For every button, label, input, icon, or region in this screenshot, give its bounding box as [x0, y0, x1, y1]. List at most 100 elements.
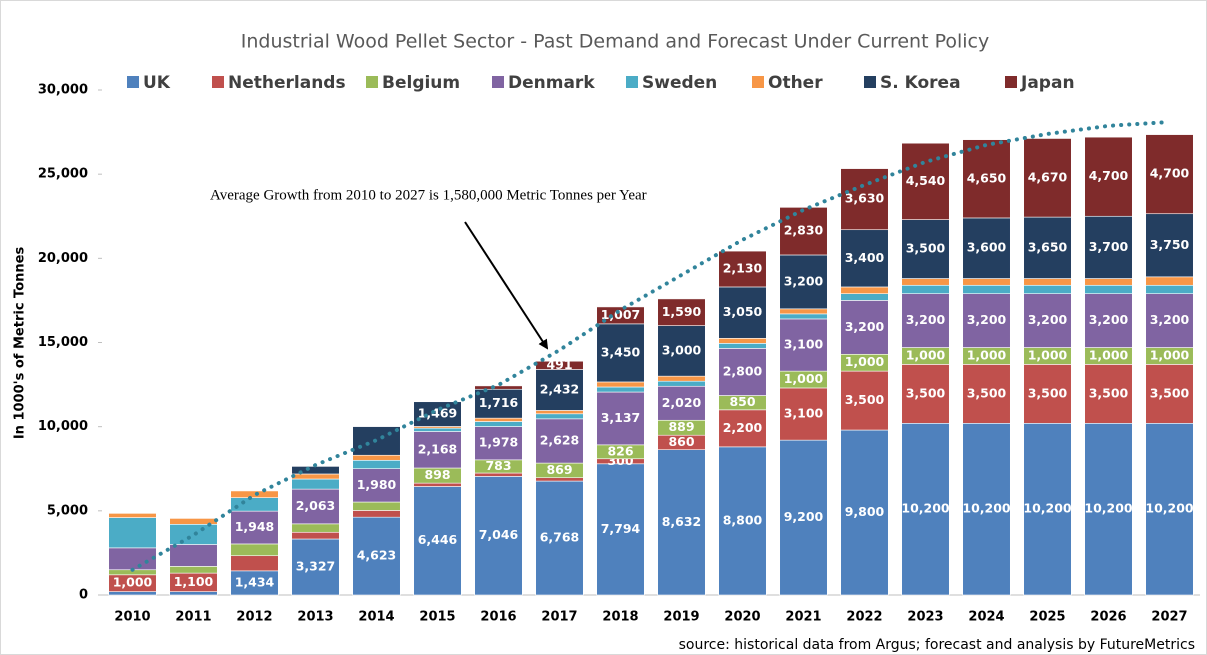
data-label: 4,650	[967, 170, 1007, 185]
bar-segment	[1145, 284, 1194, 294]
data-label: 3,750	[1150, 237, 1190, 252]
data-label: 3,100	[784, 337, 824, 352]
data-label: 3,650	[1028, 239, 1068, 254]
legend-swatch	[1005, 76, 1017, 88]
x-tick-label: 2021	[785, 610, 821, 625]
data-label: 7,794	[601, 521, 641, 536]
legend-swatch	[626, 76, 638, 88]
bar-segment	[291, 488, 340, 525]
data-label: 3,600	[967, 240, 1007, 255]
bar-segment	[901, 219, 950, 279]
data-label: 2,063	[296, 498, 336, 513]
bar-segment	[1023, 422, 1072, 596]
data-label: 3,500	[906, 385, 946, 400]
bar-segment	[1023, 293, 1072, 348]
bar-segment	[1145, 134, 1194, 215]
data-label: 3,050	[723, 304, 763, 319]
bar-segment	[596, 381, 645, 388]
bar-segment	[718, 348, 767, 396]
bar-segment	[718, 337, 767, 344]
bar-segment	[718, 343, 767, 349]
bar-segment	[1084, 422, 1133, 596]
legend-label: Netherlands	[228, 73, 346, 93]
bar-segment	[535, 480, 584, 596]
bar-segment	[901, 278, 950, 286]
data-label: 2,800	[723, 363, 763, 378]
bar-segment	[535, 418, 584, 464]
bar-segment	[474, 421, 523, 427]
x-tick-label: 2020	[724, 610, 760, 625]
data-label: 2,020	[662, 395, 702, 410]
bar-segment	[230, 555, 279, 572]
bar-segment	[169, 544, 218, 567]
bar-segment	[840, 229, 889, 288]
bar-segment	[779, 254, 828, 310]
data-label: 7,046	[479, 527, 519, 542]
bar-segment	[352, 459, 401, 469]
bar-segment	[657, 298, 706, 326]
bar-segment	[291, 538, 340, 596]
bar-segment	[291, 531, 340, 540]
x-tick-label: 2012	[236, 610, 272, 625]
legend-label: S. Korea	[880, 73, 961, 93]
data-label: 6,446	[418, 532, 458, 547]
y-tick-label: 30,000	[38, 83, 88, 98]
data-label: 1,434	[235, 574, 275, 589]
data-label: 3,500	[967, 385, 1007, 400]
data-label: 2,130	[723, 261, 763, 276]
bar-segment	[840, 293, 889, 301]
data-label: 10,200	[901, 501, 950, 516]
bar-segment	[413, 486, 462, 596]
y-tick-label: 25,000	[38, 167, 88, 182]
data-label: 4,700	[1089, 168, 1129, 183]
data-label: 3,500	[845, 392, 885, 407]
bar-segment	[108, 513, 157, 518]
data-label: 10,200	[1084, 501, 1133, 516]
bar-segment	[474, 472, 523, 477]
bar-segment	[1023, 364, 1072, 424]
bar-segment	[962, 217, 1011, 279]
data-label: 3,200	[967, 312, 1007, 327]
annotation: Average Growth from 2010 to 2027 is 1,58…	[210, 187, 647, 203]
bar-segment	[230, 510, 279, 545]
bar-segment	[657, 375, 706, 382]
bar-segment	[840, 168, 889, 231]
data-label: 3,000	[662, 342, 702, 357]
data-label: 1,000	[845, 354, 885, 369]
legend-label: UK	[143, 73, 171, 93]
bar-segment	[169, 591, 218, 596]
bar-segment	[291, 478, 340, 490]
x-tick-label: 2017	[541, 610, 577, 625]
bar-segment	[596, 463, 645, 596]
bar-segment	[1145, 364, 1194, 424]
data-label: 2,830	[784, 223, 824, 238]
data-label: 10,200	[962, 501, 1011, 516]
data-label: 3,500	[1089, 385, 1129, 400]
data-label: 826	[607, 443, 633, 458]
bar-segment	[779, 313, 828, 320]
bar-segment	[1023, 284, 1072, 294]
bar-segment	[657, 380, 706, 387]
legend-label: Sweden	[642, 73, 717, 93]
bar-segment	[413, 431, 462, 469]
data-label: 10,200	[1145, 501, 1194, 516]
x-tick-label: 2019	[663, 610, 699, 625]
bar-segment	[840, 286, 889, 294]
bar-segment	[718, 409, 767, 448]
bar-segment	[779, 207, 828, 256]
bar-segment	[901, 142, 950, 220]
data-label: 3,200	[1150, 312, 1190, 327]
bar-segment	[596, 323, 645, 383]
legend-swatch	[864, 76, 876, 88]
legend-label: Belgium	[382, 73, 460, 93]
legend-swatch	[127, 76, 139, 88]
data-label: 3,700	[1089, 239, 1129, 254]
legend-swatch	[492, 76, 504, 88]
x-tick-label: 2026	[1090, 610, 1126, 625]
y-tick-label: 0	[79, 588, 88, 603]
bar-segment	[718, 446, 767, 596]
bar-segment	[413, 401, 462, 427]
bar-segment	[962, 139, 1011, 219]
annotation-arrow	[464, 221, 549, 350]
bar-segment	[1084, 293, 1133, 348]
